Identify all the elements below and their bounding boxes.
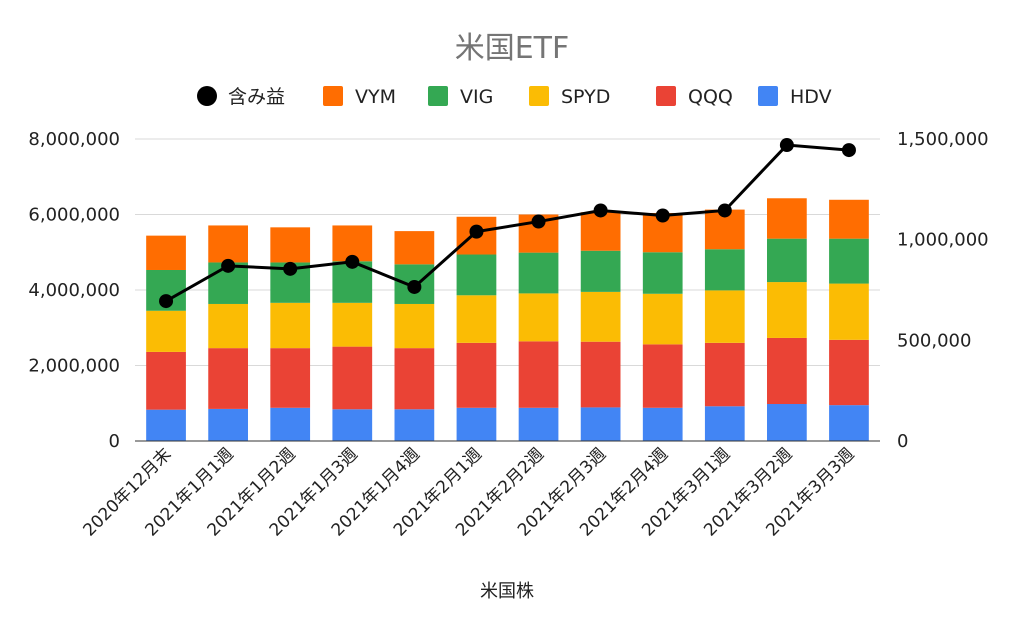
y-axis-left: 0 2,000,000 4,000,000 6,000,000 8,000,000: [28, 129, 120, 452]
legend-label: QQQ: [688, 86, 733, 108]
y2-tick-label: 0: [897, 431, 908, 452]
bar-segment-vig: [767, 238, 807, 283]
bar-segment-vym: [829, 199, 869, 239]
legend: 含み益 VYM VIG SPYD QQQ HDV: [197, 86, 832, 108]
gridlines: [135, 138, 880, 366]
bar-segment-qqq: [518, 341, 559, 408]
bar-segment-qqq: [580, 341, 621, 408]
bar-segment-hdv: [518, 407, 559, 441]
legend-marker: [197, 86, 217, 106]
bar-segment-hdv: [704, 406, 745, 441]
y-tick-label: 6,000,000: [28, 205, 120, 226]
gain-point: [221, 258, 236, 273]
bar-segment-spyd: [518, 293, 559, 342]
bar-segment-spyd: [829, 283, 869, 340]
bar-segment-qqq: [332, 346, 373, 410]
legend-marker: [529, 86, 549, 106]
legend-marker: [428, 86, 448, 106]
bar-segment-vym: [580, 212, 621, 251]
bar-segment-hdv: [270, 407, 311, 441]
bar-segment-spyd: [270, 302, 311, 349]
bar-segment-vym: [394, 231, 435, 265]
gain-point: [159, 294, 174, 309]
bar-segment-qqq: [394, 348, 435, 410]
x-axis: 2020年12月末2021年1月1週2021年1月2週2021年1月3週2021…: [79, 444, 858, 540]
bar-segment-hdv: [394, 409, 435, 441]
y-tick-label: 0: [109, 431, 120, 452]
chart-title: 米国ETF: [455, 31, 570, 66]
bar-segment-vym: [767, 198, 807, 239]
gain-point: [407, 279, 422, 294]
gain-point: [593, 203, 608, 218]
bar-segment-vig: [829, 238, 869, 284]
bar-segment-hdv: [208, 408, 248, 441]
bar-segment-hdv: [332, 409, 373, 441]
bar-segment-vig: [518, 252, 559, 294]
bar-segment-qqq: [767, 337, 807, 405]
y-tick-label: 4,000,000: [28, 280, 120, 301]
bar-segment-vig: [456, 254, 497, 296]
x-axis-label: 米国株: [480, 581, 534, 602]
y2-tick-label: 500,000: [897, 330, 971, 351]
bar-segment-qqq: [146, 351, 186, 410]
bar-segment-spyd: [642, 293, 683, 345]
bar-segment-spyd: [704, 290, 745, 343]
bar-segment-spyd: [332, 302, 373, 347]
bar-segment-qqq: [704, 342, 745, 407]
legend-marker: [323, 86, 343, 106]
gain-point: [717, 203, 732, 218]
y2-tick-label: 1,500,000: [897, 129, 989, 150]
legend-marker: [758, 86, 778, 106]
gain-point: [531, 214, 546, 229]
y-axis-right: 0 500,000 1,000,000 1,500,000: [897, 129, 989, 452]
gain-point: [345, 254, 360, 269]
bar-segment-spyd: [208, 303, 248, 349]
legend-label: HDV: [790, 86, 832, 108]
unrealized-gain-line: [159, 138, 856, 309]
gain-point: [655, 208, 670, 223]
gain-line: [165, 143, 850, 303]
bar-segment-vig: [580, 250, 621, 292]
bar-segment-hdv: [146, 409, 186, 441]
gain-point: [469, 224, 484, 239]
bar-segment-hdv: [642, 407, 683, 441]
y-tick-label: 8,000,000: [28, 129, 120, 150]
bar-segment-qqq: [829, 339, 869, 406]
bar-segment-vig: [642, 252, 683, 294]
bar-segment-vym: [146, 235, 186, 270]
bar-segment-qqq: [642, 344, 683, 408]
y-tick-label: 2,000,000: [28, 356, 120, 377]
legend-label: VYM: [355, 86, 396, 108]
bar-segment-qqq: [208, 348, 248, 409]
legend-label: VIG: [460, 86, 493, 108]
bar-segment-hdv: [456, 407, 497, 441]
bar-segment-vig: [704, 249, 745, 291]
bar-segment-spyd: [767, 282, 807, 338]
bar-segment-qqq: [270, 348, 311, 408]
bar-segment-vym: [208, 225, 248, 263]
legend-label: 含み益: [228, 86, 285, 108]
bar-segment-spyd: [146, 310, 186, 352]
bar-segment-spyd: [394, 303, 435, 349]
bar-segment-hdv: [580, 407, 621, 441]
gain-point: [841, 143, 856, 158]
bar-segment-spyd: [456, 295, 497, 343]
stacked-bars: [135, 198, 880, 442]
gain-point: [779, 138, 794, 153]
y2-tick-label: 1,000,000: [897, 230, 989, 251]
bar-segment-spyd: [580, 291, 621, 342]
legend-marker: [656, 86, 676, 106]
bar-segment-hdv: [829, 405, 869, 441]
bar-segment-qqq: [456, 342, 497, 408]
bar-segment-hdv: [767, 404, 807, 441]
legend-label: SPYD: [561, 86, 610, 108]
bar-segment-vym: [270, 227, 311, 263]
gain-point: [283, 261, 298, 276]
